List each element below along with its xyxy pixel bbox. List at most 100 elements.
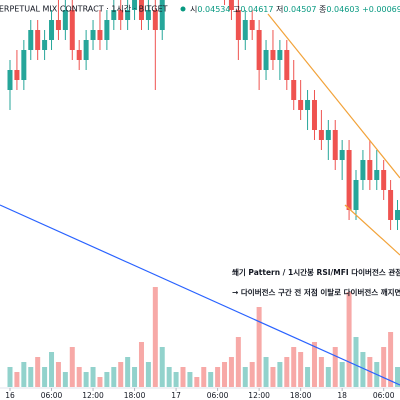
candle-body bbox=[62, 10, 68, 30]
x-tick-label: 17 bbox=[171, 391, 181, 400]
volume-bar bbox=[339, 362, 345, 387]
volume-bar bbox=[21, 362, 27, 387]
candle-body bbox=[49, 20, 55, 40]
volume-bar bbox=[180, 367, 186, 387]
volume-bar bbox=[173, 372, 179, 387]
x-tick-label: 06:00 bbox=[41, 391, 63, 400]
candle-body bbox=[305, 100, 311, 110]
volume-bar bbox=[235, 337, 241, 387]
volume-bar bbox=[263, 357, 269, 387]
volume-bar bbox=[62, 372, 68, 387]
candle-body bbox=[138, 0, 144, 20]
volume-bar bbox=[14, 372, 20, 387]
volume-bar bbox=[83, 372, 89, 387]
volume-bar bbox=[132, 367, 138, 387]
wedge-lower bbox=[344, 204, 400, 256]
x-tick-label: 06:00 bbox=[207, 391, 229, 400]
annotation: → 다이버전스 구간 전 저점 이탈로 다이버전스 깨지면 bbox=[232, 287, 400, 297]
candle-body bbox=[42, 40, 48, 50]
candle-body bbox=[395, 210, 400, 220]
volume-bar bbox=[76, 367, 82, 387]
volume-bar bbox=[270, 367, 276, 387]
status-dot bbox=[180, 6, 186, 12]
candle-body bbox=[318, 130, 324, 140]
volume-bar bbox=[138, 342, 144, 387]
candle-body bbox=[125, 10, 131, 20]
volume-bar bbox=[249, 362, 255, 387]
candle-body bbox=[291, 80, 297, 100]
candle-body bbox=[360, 160, 366, 180]
candle-body bbox=[14, 70, 20, 80]
candle-body bbox=[159, 0, 165, 30]
candle-body bbox=[152, 10, 158, 30]
ohlc-label: 고 bbox=[233, 5, 240, 14]
candle-body bbox=[118, 10, 124, 20]
volume-bar bbox=[277, 362, 283, 387]
candle-body bbox=[235, 10, 241, 40]
change: +0.00069 (+1.52%) bbox=[362, 5, 400, 14]
volume-bar bbox=[55, 362, 61, 387]
volume-bar bbox=[305, 367, 311, 387]
ohlc-label: 시 bbox=[190, 5, 197, 14]
candle-body bbox=[325, 130, 331, 140]
volume-bar bbox=[90, 367, 96, 387]
candle-body bbox=[339, 150, 345, 160]
volume-bar bbox=[381, 347, 387, 387]
candle-body bbox=[111, 10, 117, 20]
volume-bar bbox=[208, 372, 214, 387]
ohlc-value: 0.04507 bbox=[283, 5, 316, 14]
candle-body bbox=[249, 20, 255, 30]
x-tick-label: 18:00 bbox=[124, 391, 146, 400]
volume-bar bbox=[111, 367, 117, 387]
volume-bar bbox=[215, 367, 221, 387]
volume-bar bbox=[332, 347, 338, 387]
candle-body bbox=[256, 30, 262, 70]
candle-body bbox=[90, 30, 96, 40]
volume-bar bbox=[222, 362, 228, 387]
candle-body bbox=[367, 160, 373, 180]
volume-bar bbox=[194, 377, 200, 387]
candle-body bbox=[145, 10, 151, 20]
x-tick-label: 18:00 bbox=[290, 391, 312, 400]
x-tick-label: 06:00 bbox=[373, 391, 395, 400]
ohlc-value: 0.04534 bbox=[197, 5, 230, 14]
ohlc-legend: 시0.04534 고0.04617 저0.04507 종0.04603 +0.0… bbox=[190, 5, 400, 14]
candle-body bbox=[35, 30, 41, 50]
volume-bar bbox=[353, 337, 359, 387]
volume-bar bbox=[395, 367, 400, 387]
volume-bar bbox=[152, 287, 158, 387]
ohlc-value: 0.04603 bbox=[326, 5, 359, 14]
candle-body bbox=[104, 20, 110, 40]
candle-body bbox=[298, 100, 304, 110]
volume-bar bbox=[145, 362, 151, 387]
volume-bar bbox=[97, 377, 103, 387]
trend-line bbox=[0, 204, 400, 386]
annotation: 쐐기 Pattern / 1시간봉 RSI/MFI 다이버전스 관점으로 bbox=[232, 267, 400, 277]
volume-bar bbox=[159, 347, 165, 387]
volume-bar bbox=[325, 367, 331, 387]
volume-bar bbox=[104, 372, 110, 387]
ohlc-label: 저 bbox=[276, 5, 283, 14]
volume-bar bbox=[346, 292, 352, 387]
volume-bar bbox=[256, 307, 262, 387]
candle-body bbox=[7, 70, 13, 90]
volume-bar bbox=[7, 367, 13, 387]
volume-bar bbox=[125, 357, 131, 387]
volume-bar bbox=[28, 367, 34, 387]
candle-body bbox=[332, 130, 338, 160]
x-tick-label: 16 bbox=[5, 391, 15, 400]
volume-bar bbox=[166, 367, 172, 387]
candle-body bbox=[242, 20, 248, 40]
volume-bar bbox=[187, 372, 193, 387]
candle-body bbox=[76, 50, 82, 60]
volume-bar bbox=[35, 357, 41, 387]
candle-body bbox=[346, 150, 352, 210]
volume-bar bbox=[49, 352, 55, 387]
candle-body bbox=[97, 30, 103, 40]
candle-body bbox=[69, 10, 75, 50]
ohlc-label: 종 bbox=[319, 5, 326, 14]
candle-body bbox=[228, 0, 234, 10]
candle-body bbox=[270, 50, 276, 60]
symbol: PERPETUAL MIX CONTRACT · 1시간 · BITGET bbox=[0, 4, 168, 14]
